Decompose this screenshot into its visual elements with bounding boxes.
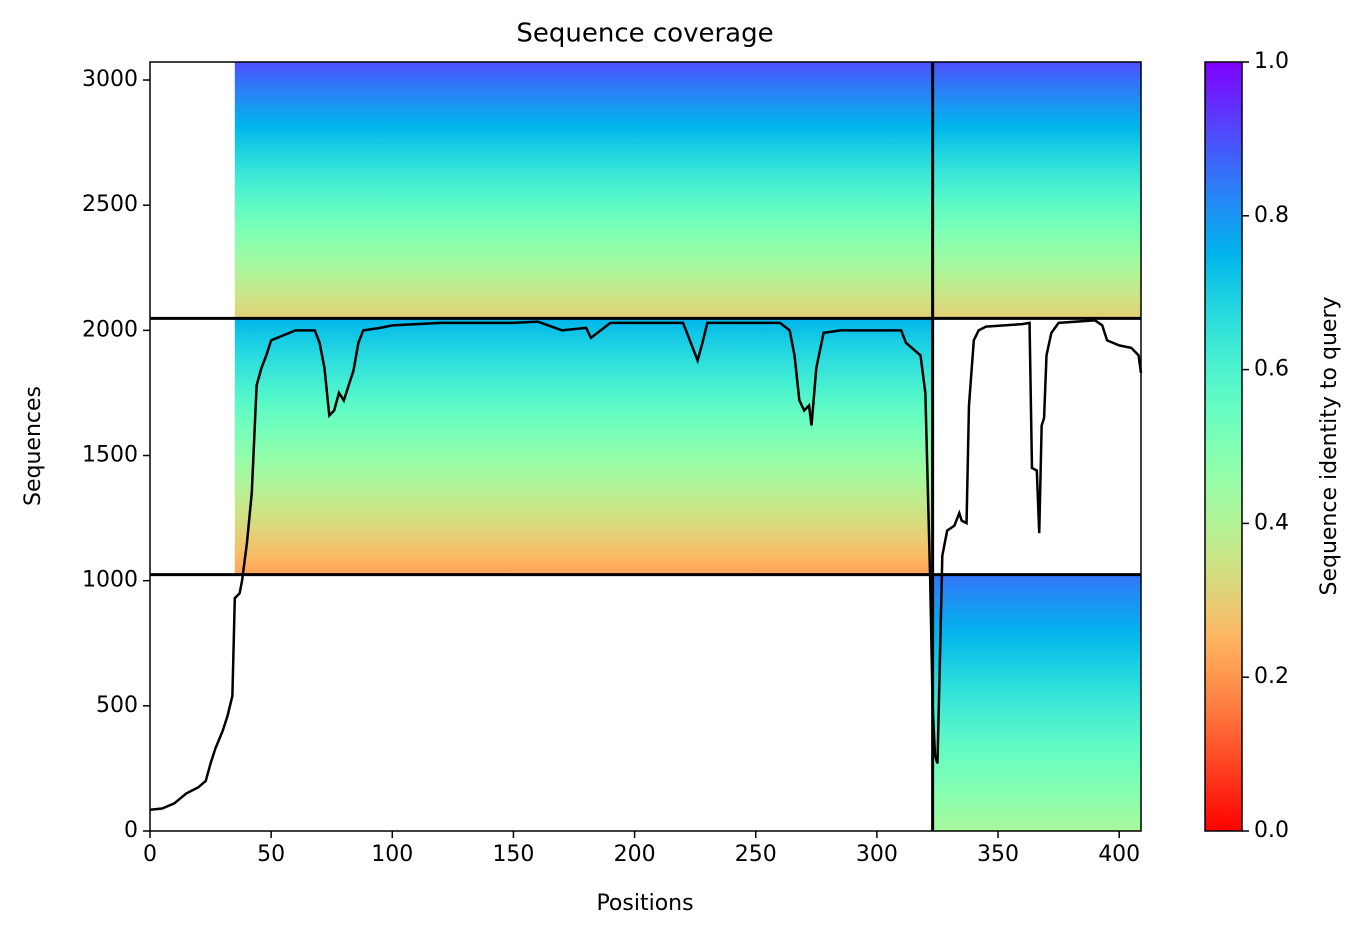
x-tick-label: 250: [735, 842, 777, 867]
y-tick-label: 1000: [82, 568, 138, 593]
colorbar-tick-label: 0.2: [1254, 664, 1289, 689]
x-tick-label: 0: [143, 842, 157, 867]
colorbar-tick-label: 1.0: [1254, 49, 1289, 74]
y-tick-label: 3000: [82, 67, 138, 92]
x-tick-label: 150: [492, 842, 534, 867]
x-tick-label: 350: [977, 842, 1019, 867]
colorbar-tick-label: 0.4: [1254, 510, 1289, 535]
x-tick-label: 300: [856, 842, 898, 867]
x-tick-label: 400: [1098, 842, 1140, 867]
colorbar-tick-label: 0.6: [1254, 357, 1289, 382]
msa-block: [234, 318, 933, 575]
x-tick-label: 100: [371, 842, 413, 867]
x-tick-label: 50: [257, 842, 285, 867]
y-axis-label: Sequences: [21, 386, 46, 506]
y-tick-label: 2000: [82, 317, 138, 342]
colorbar-tick-label: 0.8: [1254, 203, 1289, 228]
y-tick-label: 500: [96, 693, 138, 718]
colorbar: [1204, 61, 1243, 832]
chart-title: Sequence coverage: [516, 19, 773, 49]
coverage-line: [149, 319, 1143, 811]
msa-block: [932, 574, 1141, 831]
colorbar-tick-label: 0.0: [1254, 818, 1289, 843]
y-tick-label: 2500: [82, 192, 138, 217]
y-tick-label: 0: [124, 818, 138, 843]
x-tick-label: 200: [614, 842, 656, 867]
x-axis-label: Positions: [596, 891, 693, 916]
y-tick-label: 1500: [82, 443, 138, 468]
msa-block: [234, 62, 1142, 319]
axes-frame: [149, 61, 1142, 832]
colorbar-label: Sequence identity to query: [1317, 296, 1342, 595]
